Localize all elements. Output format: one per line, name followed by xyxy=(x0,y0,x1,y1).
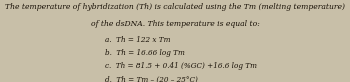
Text: of the dsDNA. This temperature is equal to:: of the dsDNA. This temperature is equal … xyxy=(91,20,259,29)
Text: The temperature of hybridization (Th) is calculated using the Tm (melting temper: The temperature of hybridization (Th) is… xyxy=(5,3,345,11)
Text: a.  Th = 122 x Tm: a. Th = 122 x Tm xyxy=(105,36,170,44)
Text: d.  Th = Tm – (20 – 25°C): d. Th = Tm – (20 – 25°C) xyxy=(105,75,198,82)
Text: c.  Th = 81.5 + 0.41 (%GC) +16.6 log Tm: c. Th = 81.5 + 0.41 (%GC) +16.6 log Tm xyxy=(105,62,257,70)
Text: b.  Th = 16.66 log Tm: b. Th = 16.66 log Tm xyxy=(105,49,185,57)
